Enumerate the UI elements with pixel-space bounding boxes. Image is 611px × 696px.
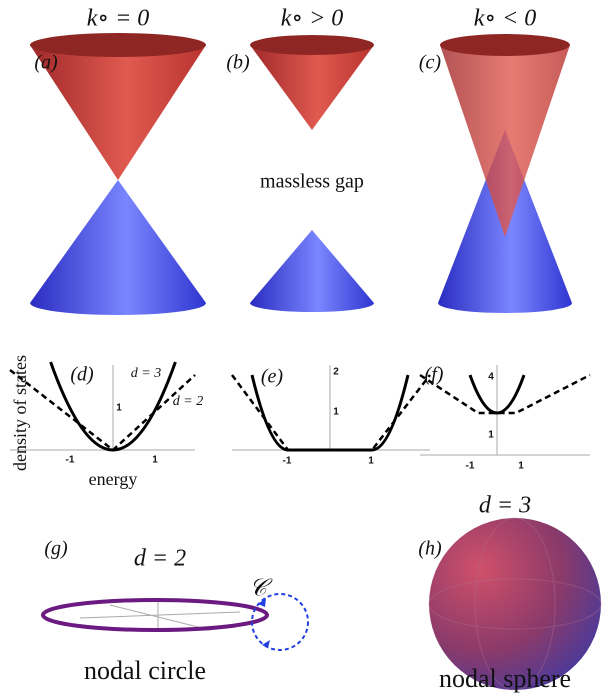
curve-label: d = 3 <box>131 366 161 381</box>
panel-label: (d) <box>70 364 94 386</box>
panel-label: (b) <box>226 52 250 74</box>
tick-label: 2 <box>333 367 339 378</box>
tick-label: 1 <box>368 456 374 467</box>
tick-label: 1 <box>518 461 524 472</box>
upper-cone <box>250 45 374 130</box>
gap-label: massless gap <box>260 171 364 193</box>
panel-label: (a) <box>34 52 58 74</box>
axis <box>110 605 210 630</box>
nodal-label: nodal circle <box>84 656 206 685</box>
tick-label: -1 <box>283 456 292 467</box>
panel-label: (h) <box>418 538 442 560</box>
dos-curve <box>420 375 590 413</box>
dimension-label: d = 3 <box>479 493 531 519</box>
contour-arrow <box>258 598 270 648</box>
tick-label: 4 <box>488 372 494 383</box>
panel-label: (e) <box>261 366 284 388</box>
header: k∘ < 0 <box>474 6 537 32</box>
upper-cone <box>440 45 570 237</box>
axis-label: density of states <box>10 355 30 471</box>
lower-cone <box>250 230 374 312</box>
cone-top <box>440 34 570 56</box>
axis-label: energy <box>89 469 138 489</box>
tick-label: -1 <box>66 455 75 466</box>
figure: k∘ = 0 k∘ > 0 k∘ < 0 (a) (b) (c) massles… <box>0 0 611 696</box>
panel-label: (c) <box>419 52 442 74</box>
tick-label: -1 <box>466 461 475 472</box>
cone-top <box>250 35 374 55</box>
tick-label: 1 <box>152 455 158 466</box>
contour-label: 𝒞 <box>249 576 273 602</box>
header: k∘ > 0 <box>281 6 344 32</box>
tick-label: 1 <box>488 430 494 441</box>
nodal-label: nodal sphere <box>439 664 571 693</box>
tick-label: 1 <box>333 407 339 418</box>
header: k∘ = 0 <box>87 6 150 32</box>
tick-label: 1 <box>116 403 122 414</box>
lower-cone <box>30 180 206 315</box>
panel-label: (f) <box>425 364 444 386</box>
curve-label: d = 2 <box>173 394 203 409</box>
dimension-label: d = 2 <box>134 546 186 572</box>
panel-label: (g) <box>44 538 68 560</box>
